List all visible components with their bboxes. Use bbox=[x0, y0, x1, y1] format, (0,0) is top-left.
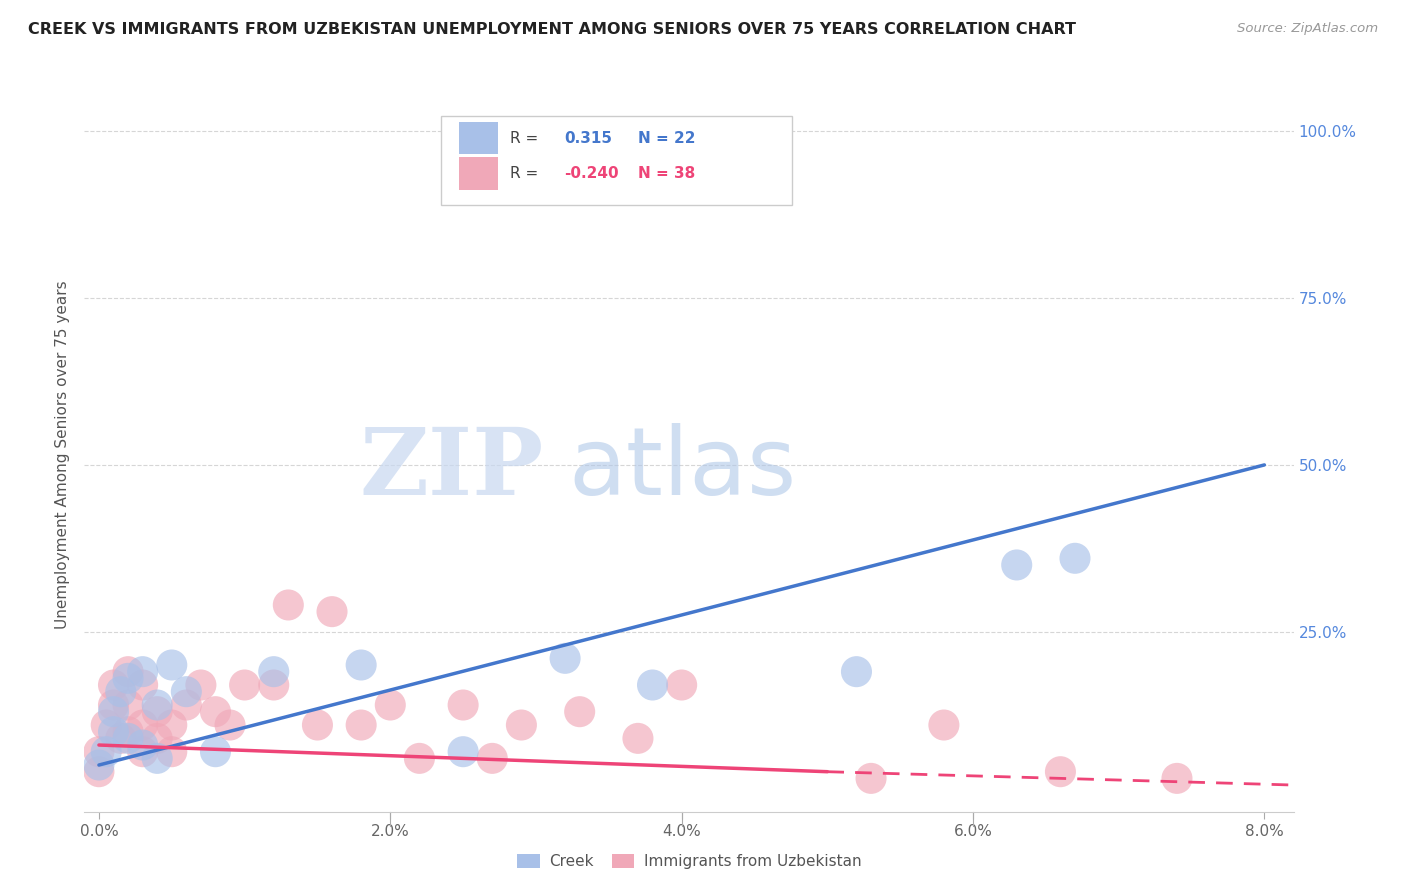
Point bbox=[1166, 772, 1188, 786]
Point bbox=[263, 665, 285, 679]
Point bbox=[103, 705, 125, 719]
Point bbox=[1005, 558, 1028, 572]
Point bbox=[554, 651, 576, 665]
Point bbox=[160, 745, 183, 759]
Point bbox=[146, 751, 169, 765]
Point bbox=[117, 665, 139, 679]
Text: N = 22: N = 22 bbox=[638, 130, 696, 145]
Point bbox=[510, 718, 533, 732]
Point bbox=[131, 738, 153, 752]
Point bbox=[117, 724, 139, 739]
Point bbox=[110, 684, 132, 698]
Text: atlas: atlas bbox=[568, 423, 796, 516]
Point bbox=[160, 658, 183, 673]
Point bbox=[176, 698, 198, 712]
Legend: Creek, Immigrants from Uzbekistan: Creek, Immigrants from Uzbekistan bbox=[510, 848, 868, 875]
Point bbox=[641, 678, 664, 692]
FancyBboxPatch shape bbox=[441, 116, 792, 205]
Point bbox=[176, 684, 198, 698]
Point bbox=[204, 705, 226, 719]
Point bbox=[87, 758, 110, 772]
Point bbox=[451, 745, 474, 759]
Text: -0.240: -0.240 bbox=[564, 166, 619, 181]
Text: R =: R = bbox=[510, 166, 538, 181]
Point bbox=[263, 678, 285, 692]
Point bbox=[96, 718, 118, 732]
Text: CREEK VS IMMIGRANTS FROM UZBEKISTAN UNEMPLOYMENT AMONG SENIORS OVER 75 YEARS COR: CREEK VS IMMIGRANTS FROM UZBEKISTAN UNEM… bbox=[28, 22, 1076, 37]
Point bbox=[103, 678, 125, 692]
Y-axis label: Unemployment Among Seniors over 75 years: Unemployment Among Seniors over 75 years bbox=[55, 281, 70, 629]
Point bbox=[350, 718, 373, 732]
Point bbox=[204, 745, 226, 759]
Point bbox=[117, 698, 139, 712]
FancyBboxPatch shape bbox=[460, 157, 498, 190]
Point bbox=[117, 671, 139, 685]
Point bbox=[131, 665, 153, 679]
Point bbox=[103, 698, 125, 712]
Point bbox=[96, 745, 118, 759]
Point bbox=[845, 665, 868, 679]
Text: R =: R = bbox=[510, 130, 538, 145]
Point bbox=[219, 718, 242, 732]
Text: ZIP: ZIP bbox=[360, 425, 544, 514]
Point bbox=[131, 718, 153, 732]
Point bbox=[321, 605, 343, 619]
Point bbox=[131, 745, 153, 759]
Text: 0.315: 0.315 bbox=[564, 130, 613, 145]
Point bbox=[117, 731, 139, 746]
Point bbox=[110, 731, 132, 746]
Point bbox=[408, 751, 430, 765]
Point bbox=[671, 678, 693, 692]
Text: Source: ZipAtlas.com: Source: ZipAtlas.com bbox=[1237, 22, 1378, 36]
Point bbox=[103, 724, 125, 739]
Point bbox=[350, 658, 373, 673]
Point bbox=[87, 745, 110, 759]
Point bbox=[131, 678, 153, 692]
Point bbox=[481, 751, 503, 765]
Point bbox=[277, 598, 299, 612]
Point bbox=[1049, 764, 1071, 779]
Point bbox=[451, 698, 474, 712]
Point bbox=[146, 698, 169, 712]
Point bbox=[87, 764, 110, 779]
Point bbox=[146, 705, 169, 719]
Point bbox=[932, 718, 955, 732]
Point bbox=[146, 731, 169, 746]
Point bbox=[627, 731, 650, 746]
FancyBboxPatch shape bbox=[460, 121, 498, 154]
Text: N = 38: N = 38 bbox=[638, 166, 696, 181]
Point bbox=[568, 705, 591, 719]
Point bbox=[190, 678, 212, 692]
Point bbox=[307, 718, 329, 732]
Point bbox=[860, 772, 883, 786]
Point bbox=[380, 698, 402, 712]
Point bbox=[160, 718, 183, 732]
Point bbox=[233, 678, 256, 692]
Point bbox=[1064, 551, 1087, 566]
